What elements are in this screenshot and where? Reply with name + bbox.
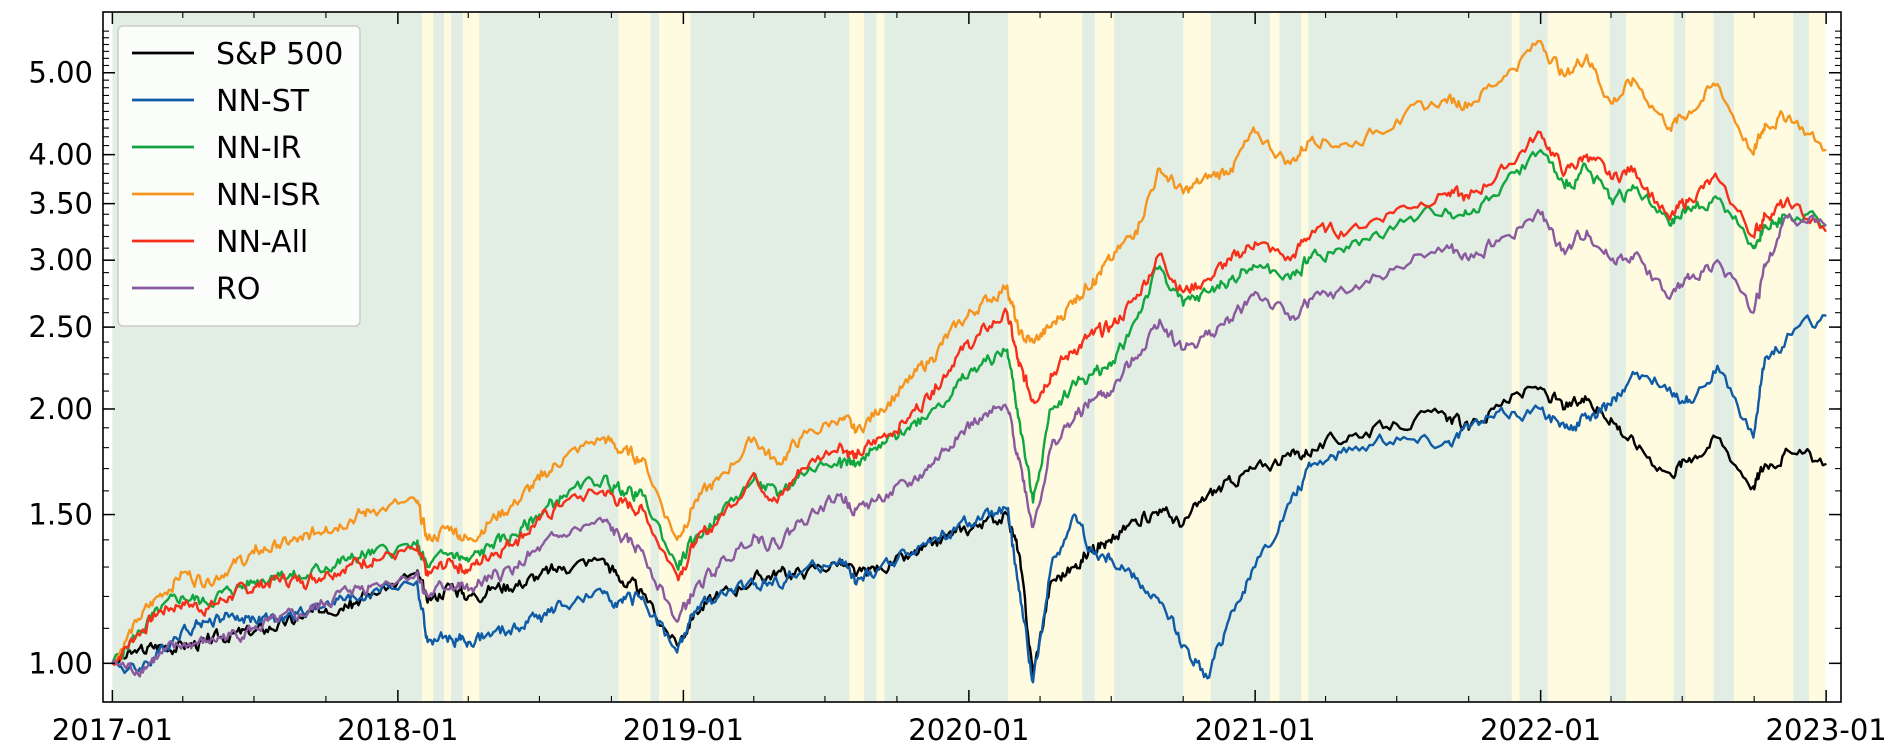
y-tick-label: 4.00 — [28, 138, 93, 172]
regime-band-yellow — [462, 12, 480, 702]
series-line-nn-ir — [111, 148, 1827, 665]
regime-band-yellow — [444, 12, 452, 702]
y-tick-label: 2.50 — [28, 310, 93, 344]
x-tick-label: 2019-01 — [623, 713, 744, 747]
series-line-nn-st — [111, 314, 1827, 684]
legend-label-nn-st: NN-ST — [216, 84, 310, 119]
regime-band-yellow — [849, 12, 865, 702]
plot-frame — [102, 11, 1842, 703]
regime-band-yellow — [876, 12, 885, 702]
regime-band-yellow — [1270, 12, 1280, 702]
x-tick-label: 2023-01 — [1766, 713, 1887, 747]
series-line-nn-isr — [111, 39, 1827, 665]
y-tick-label: 2.00 — [28, 392, 93, 426]
legend-label-ro: RO — [216, 272, 260, 307]
y-tick-label: 3.00 — [28, 243, 93, 277]
regime-band-yellow — [1625, 12, 1674, 702]
regime-band-green — [112, 12, 1826, 702]
legend-label-nn-isr: NN-ISR — [216, 178, 320, 213]
regime-band-yellow — [1511, 12, 1520, 702]
regime-bands — [112, 12, 1826, 702]
regime-band-yellow — [1094, 12, 1115, 702]
legend-label-nn-all: NN-All — [216, 225, 308, 260]
axis-ticks: 1.00 1.50 2.00 2.50 3.00 3.50 4.00 5.00 2017-01 2… — [28, 12, 1887, 747]
regime-band-yellow — [1733, 12, 1794, 702]
legend-label-s-p-500: S&P 500 — [216, 37, 343, 72]
regime-band-yellow — [1547, 12, 1610, 702]
regime-band-yellow — [1007, 12, 1083, 702]
regime-band-yellow — [1183, 12, 1211, 702]
x-tick-label: 2020-01 — [908, 713, 1029, 747]
legend-label-nn-ir: NN-IR — [216, 131, 301, 166]
regime-band-yellow — [1808, 12, 1826, 702]
y-tick-label: 5.00 — [28, 56, 93, 90]
y-tick-label: 3.50 — [28, 187, 93, 221]
series-line-nn-all — [111, 130, 1827, 666]
y-tick-label: 1.00 — [28, 646, 93, 680]
x-tick-label: 2022-01 — [1480, 713, 1601, 747]
series-lines — [111, 39, 1827, 684]
series-line-ro — [111, 208, 1827, 678]
legend: S&P 500 NN-ST NN-IR NN-ISR NN-All RO — [117, 25, 361, 327]
regime-band-yellow — [659, 12, 691, 702]
regime-band-yellow — [1685, 12, 1714, 702]
x-tick-label: 2021-01 — [1195, 713, 1316, 747]
regime-band-yellow — [1301, 12, 1309, 702]
regime-band-yellow — [422, 12, 434, 702]
x-tick-label: 2017-01 — [52, 713, 173, 747]
y-tick-label: 1.50 — [28, 498, 93, 532]
x-tick-label: 2018-01 — [337, 713, 458, 747]
